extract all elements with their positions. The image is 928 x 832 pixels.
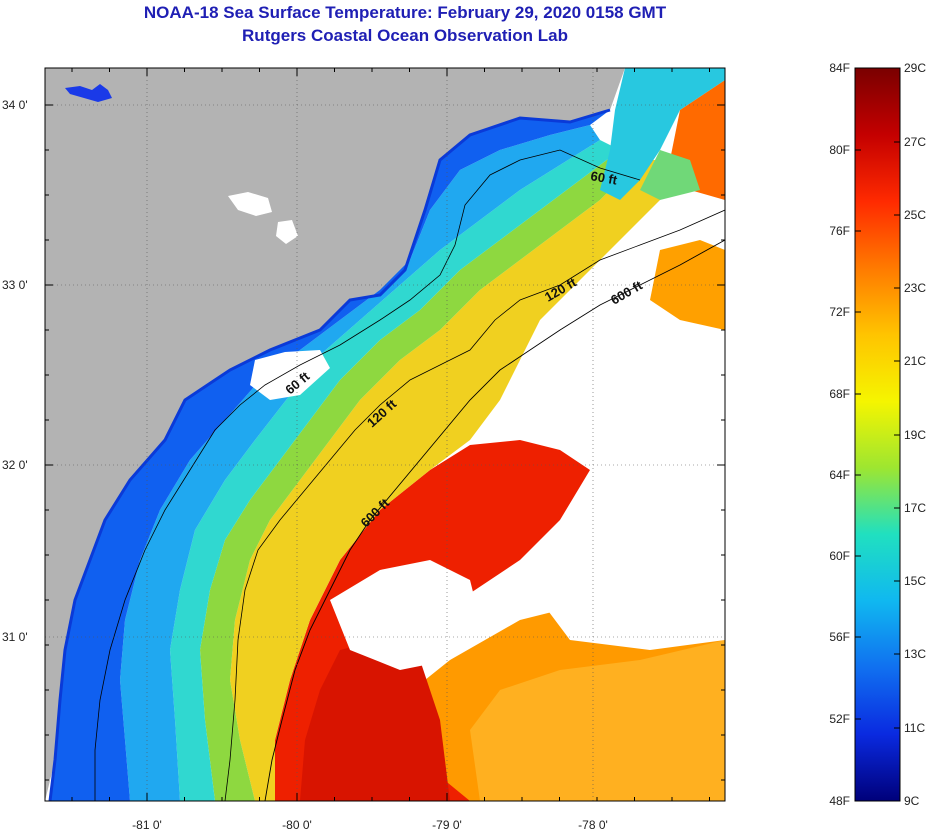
latitude-label: 34 0' xyxy=(2,98,28,112)
map-graticule xyxy=(45,68,725,801)
cloud-patch xyxy=(540,500,725,650)
shelf-yellow-band xyxy=(230,160,690,801)
coastal-clouds xyxy=(250,350,330,400)
colorbar-fahrenheit-label: 84F xyxy=(829,61,850,75)
capefear-green xyxy=(640,150,700,200)
colorbar-celsius-label: 27C xyxy=(904,135,926,149)
colorbar-celsius-label: 29C xyxy=(904,61,926,75)
colorbar-celsius-label: 23C xyxy=(904,281,926,295)
latitude-label: 31 0' xyxy=(2,630,28,644)
map-title: NOAA-18 Sea Surface Temperature: Februar… xyxy=(143,3,667,22)
colorbar-fahrenheit-label: 56F xyxy=(829,630,850,644)
axis-ticks xyxy=(45,68,725,801)
colorbar-celsius-label: 19C xyxy=(904,428,926,442)
gulf-stream-inner xyxy=(300,640,450,801)
longitude-label: -81 0' xyxy=(132,818,162,832)
colorbar-fahrenheit-label: 72F xyxy=(829,305,850,319)
colorbar-celsius-label: 11C xyxy=(904,721,925,735)
inland-clouds xyxy=(228,192,272,216)
inland-lake xyxy=(65,84,112,102)
colorbar-fahrenheit-label: 76F xyxy=(829,224,850,238)
latitude-label: 32 0' xyxy=(2,458,28,472)
isobath-600ft xyxy=(264,239,725,801)
nearshore-lightblue xyxy=(120,125,600,801)
colorbar-celsius-label: 9C xyxy=(904,794,920,808)
coastline xyxy=(48,108,611,801)
longitude-label: -78 0' xyxy=(578,818,608,832)
colorbar-celsius-label: 15C xyxy=(904,574,926,588)
isobath-120ft xyxy=(224,209,725,801)
map-subtitle: Rutgers Coastal Ocean Observation Lab xyxy=(242,26,568,45)
inland-clouds xyxy=(276,220,298,244)
colorbar-celsius-label: 17C xyxy=(904,501,926,515)
colorbar-fahrenheit-label: 64F xyxy=(829,468,850,482)
colorbar-fahrenheit-label: 60F xyxy=(829,549,850,563)
colorbar-fahrenheit-label: 68F xyxy=(829,387,850,401)
colorbar-fahrenheit-label: 48F xyxy=(829,794,850,808)
nearshore-blue xyxy=(50,110,610,801)
colorbar-fahrenheit-label: 52F xyxy=(829,712,850,726)
warm-patch xyxy=(650,240,725,330)
colorbar-celsius-label: 25C xyxy=(904,208,926,222)
shelf-cyan-band xyxy=(170,140,620,801)
orange-shelf-water xyxy=(470,640,725,801)
longitude-label: -80 0' xyxy=(282,818,312,832)
map-frame xyxy=(44,67,726,802)
colorbar xyxy=(854,67,901,802)
contour-label-60ft-north: 60 ft xyxy=(589,168,619,188)
colorbar-fahrenheit-label: 80F xyxy=(829,143,850,157)
capefear-water xyxy=(600,68,725,200)
cloud-patch xyxy=(330,560,480,670)
longitude-label: -79 0' xyxy=(432,818,462,832)
isobath-60ft xyxy=(94,149,641,801)
colorbar-celsius-label: 21C xyxy=(904,354,926,368)
shelf-green-band xyxy=(200,150,640,801)
latitude-label: 33 0' xyxy=(2,278,28,292)
colorbar-celsius-label: 13C xyxy=(904,647,926,661)
